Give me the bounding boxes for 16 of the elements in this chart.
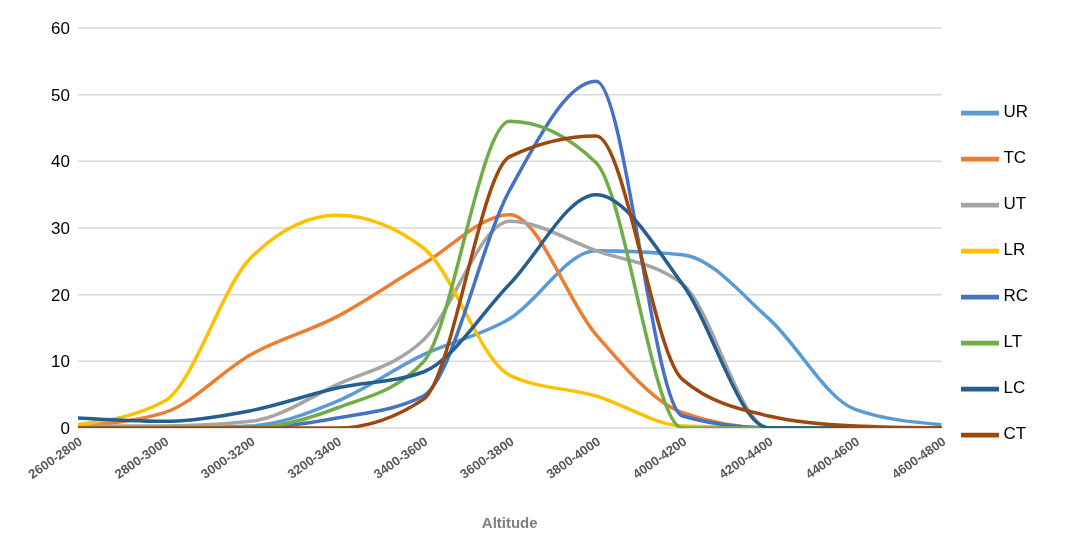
legend-label: RC [1003, 286, 1028, 305]
legend-label: TC [1003, 148, 1027, 167]
y-tick-label: 0 [60, 419, 70, 439]
legend-label: UT [1003, 194, 1027, 213]
legend-label: LT [1003, 332, 1023, 351]
y-tick-label: 20 [51, 285, 70, 305]
y-tick-label: 60 [51, 19, 70, 39]
legend-label: LC [1003, 378, 1026, 397]
legend-label: UR [1003, 102, 1028, 121]
y-tick-label: 10 [51, 352, 70, 372]
y-tick-label: 30 [51, 219, 70, 239]
x-axis-title: Altitude [481, 514, 538, 531]
legend-label: CT [1003, 424, 1027, 443]
y-tick-label: 50 [51, 85, 70, 105]
y-tick-label: 40 [51, 152, 70, 172]
legend-label: LR [1003, 240, 1026, 259]
